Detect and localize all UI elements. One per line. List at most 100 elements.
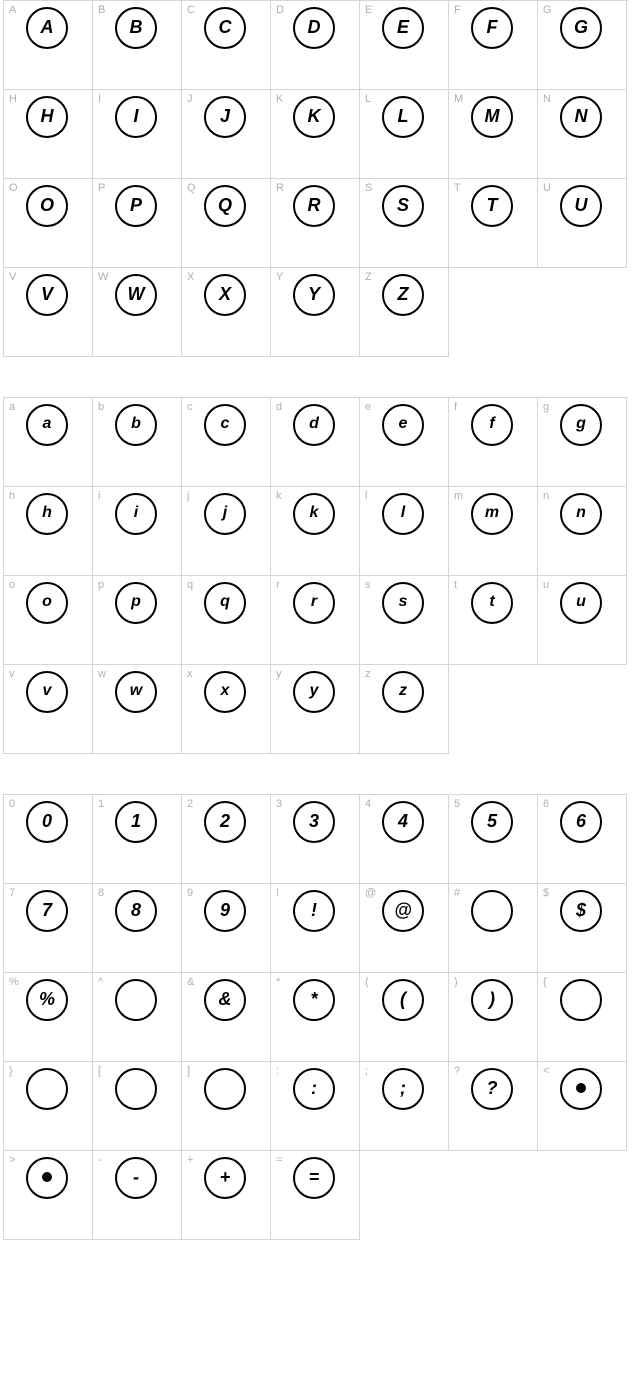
char-cell: WW: [93, 268, 182, 357]
char-cell: #: [449, 884, 538, 973]
glyph-circle: a: [26, 404, 68, 446]
glyph-inner: 4: [398, 812, 408, 830]
glyph-inner: P: [130, 196, 142, 214]
char-cell: @@: [360, 884, 449, 973]
cell-label: <: [543, 1065, 549, 1077]
glyph-circle: :: [293, 1068, 335, 1110]
cell-label: H: [9, 93, 17, 105]
glyph-circle: S: [382, 185, 424, 227]
cell-label: j: [187, 490, 189, 502]
glyph-inner: v: [43, 683, 52, 699]
glyph-circle: Q: [204, 185, 246, 227]
cell-label: 5: [454, 798, 460, 810]
char-cell: pp: [93, 576, 182, 665]
glyph-circle: H: [26, 96, 68, 138]
glyph-circle: [26, 1157, 68, 1199]
cell-label: z: [365, 668, 371, 680]
glyph-circle: ?: [471, 1068, 513, 1110]
glyph-inner: g: [576, 416, 586, 432]
glyph-circle: K: [293, 96, 335, 138]
char-cell: FF: [449, 1, 538, 90]
glyph-inner: E: [397, 18, 409, 36]
glyph-circle: x: [204, 671, 246, 713]
glyph-inner: S: [397, 196, 409, 214]
char-cell: BB: [93, 1, 182, 90]
cell-label: b: [98, 401, 104, 413]
char-cell: TT: [449, 179, 538, 268]
glyph-circle: 0: [26, 801, 68, 843]
cell-label: >: [9, 1154, 15, 1166]
char-cell: AA: [4, 1, 93, 90]
char-cell: ii: [93, 487, 182, 576]
glyph-circle: [204, 1068, 246, 1110]
cell-label: =: [276, 1154, 282, 1166]
glyph-circle: $: [560, 890, 602, 932]
char-cell: XX: [182, 268, 271, 357]
char-cell: {: [538, 973, 627, 1062]
cell-label: K: [276, 93, 283, 105]
glyph-circle: 6: [560, 801, 602, 843]
cell-label: Z: [365, 271, 372, 283]
glyph-circle: [471, 890, 513, 932]
cell-label: ?: [454, 1065, 460, 1077]
char-cell: ]: [182, 1062, 271, 1151]
glyph-circle: 9: [204, 890, 246, 932]
glyph-circle: 3: [293, 801, 335, 843]
glyph-inner: d: [309, 416, 319, 432]
glyph-inner: 2: [220, 812, 230, 830]
glyph-inner: +: [220, 1168, 231, 1186]
char-cell: ww: [93, 665, 182, 754]
glyph-circle: (: [382, 979, 424, 1021]
empty-cell: [538, 1151, 627, 1240]
cell-label: 0: [9, 798, 15, 810]
glyph-circle: l: [382, 493, 424, 535]
cell-label: [: [98, 1065, 101, 1077]
empty-cell: [449, 268, 538, 357]
cell-label: F: [454, 4, 461, 16]
glyph-inner: &: [219, 990, 232, 1008]
glyph-inner: c: [221, 416, 230, 432]
glyph-inner: x: [221, 683, 230, 699]
glyph-inner: G: [574, 18, 588, 36]
glyph-inner: V: [41, 285, 53, 303]
cell-label: T: [454, 182, 461, 194]
char-cell: ??: [449, 1062, 538, 1151]
cell-label: 9: [187, 887, 193, 899]
glyph-circle: C: [204, 7, 246, 49]
glyph-inner: w: [130, 683, 142, 699]
glyph-circle: V: [26, 274, 68, 316]
glyph-inner: A: [41, 18, 54, 36]
cell-label: &: [187, 976, 194, 988]
char-cell: !!: [271, 884, 360, 973]
glyph-inner: Q: [218, 196, 232, 214]
char-cell: ;;: [360, 1062, 449, 1151]
glyph-circle: m: [471, 493, 513, 535]
empty-cell: [449, 1151, 538, 1240]
cell-label: E: [365, 4, 372, 16]
cell-label: +: [187, 1154, 193, 1166]
glyph-circle: s: [382, 582, 424, 624]
cell-label: ;: [365, 1065, 368, 1077]
glyph-inner: N: [575, 107, 588, 125]
glyph-circle: o: [26, 582, 68, 624]
cell-label: U: [543, 182, 551, 194]
glyph-circle: Z: [382, 274, 424, 316]
glyph-inner: T: [487, 196, 498, 214]
cell-label: (: [365, 976, 369, 988]
cell-label: x: [187, 668, 193, 680]
glyph-circle: R: [293, 185, 335, 227]
char-cell: ++: [182, 1151, 271, 1240]
char-cell: vv: [4, 665, 93, 754]
cell-label: a: [9, 401, 15, 413]
cell-label: l: [365, 490, 367, 502]
char-cell: uu: [538, 576, 627, 665]
cell-label: m: [454, 490, 463, 502]
cell-label: o: [9, 579, 15, 591]
char-cell: hh: [4, 487, 93, 576]
glyph-inner: I: [133, 107, 138, 125]
cell-label: M: [454, 93, 463, 105]
empty-cell: [538, 665, 627, 754]
cell-label: }: [9, 1065, 13, 1077]
cell-label: X: [187, 271, 194, 283]
glyph-inner: B: [130, 18, 143, 36]
